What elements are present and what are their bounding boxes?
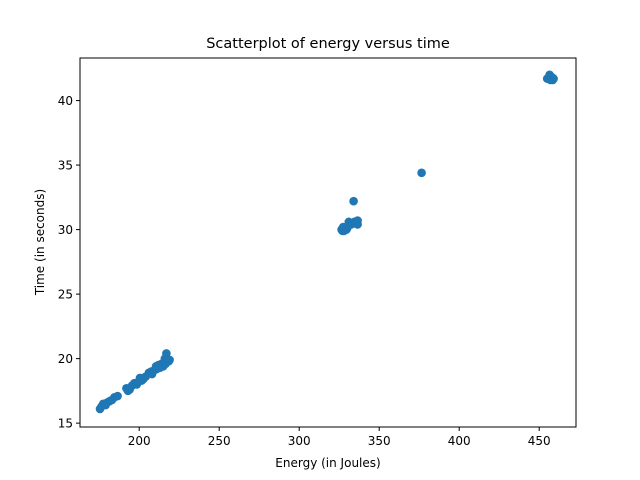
x-tick-label: 250 <box>208 434 231 448</box>
y-tick-label: 20 <box>58 352 73 366</box>
plot-frame <box>79 57 577 428</box>
data-point <box>162 349 171 358</box>
data-point <box>353 220 362 229</box>
x-axis-ticks: 200 250 300 350 400 450 <box>128 427 551 448</box>
y-tick-label: 15 <box>58 417 73 431</box>
x-tick-label: 450 <box>528 434 551 448</box>
data-point <box>165 355 174 365</box>
y-tick-label: 35 <box>58 159 73 173</box>
chart-title: Scatterplot of energy versus time <box>206 36 450 52</box>
x-tick-label: 350 <box>368 434 391 448</box>
x-axis-title: Energy (in Joules) <box>275 456 380 470</box>
y-tick-label: 30 <box>58 223 73 237</box>
x-tick-label: 300 <box>288 434 311 448</box>
y-axis-title: Time (in seconds) <box>33 189 47 296</box>
y-axis-ticks: 15 20 25 30 35 40 <box>58 94 80 431</box>
data-point <box>349 196 358 206</box>
data-point <box>549 74 558 83</box>
points-layer <box>95 70 558 414</box>
x-tick-label: 400 <box>448 434 471 448</box>
data-point <box>113 391 122 401</box>
y-tick-label: 25 <box>58 288 73 302</box>
data-point <box>417 168 426 178</box>
y-tick-label: 40 <box>58 94 73 108</box>
x-tick-label: 200 <box>128 434 151 448</box>
